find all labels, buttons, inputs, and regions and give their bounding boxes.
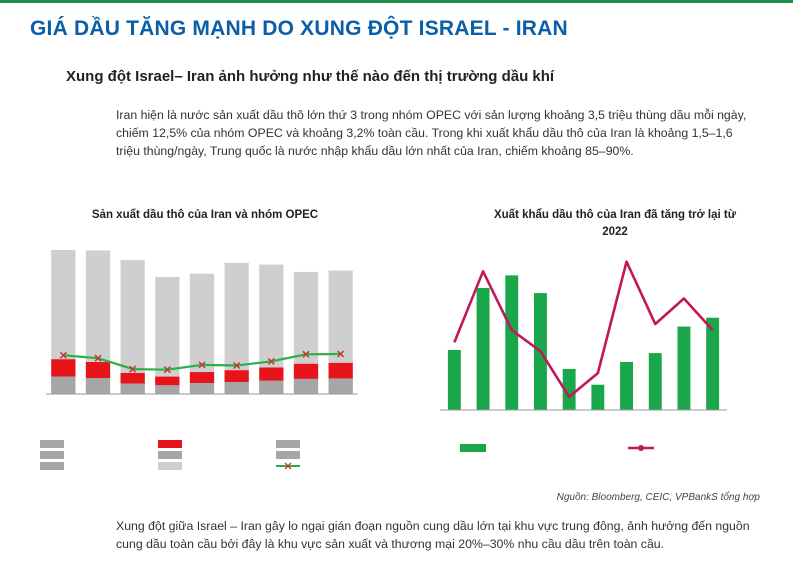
iran-share-marker — [302, 350, 310, 358]
iran-bar — [259, 367, 284, 381]
member-bar — [259, 380, 284, 394]
legend-swatch — [158, 462, 182, 470]
legend-swatch — [276, 440, 300, 448]
export-bar — [648, 353, 662, 410]
export-bar — [677, 326, 691, 410]
chart1-title: Sản xuất dầu thô của Iran và nhóm OPEC — [92, 209, 318, 221]
chart2-title-line2: 2022 — [602, 226, 628, 238]
member-bar — [224, 382, 249, 394]
iran-share-marker — [163, 366, 171, 374]
iran-bar — [155, 376, 180, 386]
member-bar — [189, 383, 215, 394]
section-subtitle: Xung đột Israel– Iran ảnh hưởng như thế … — [66, 68, 555, 85]
growth-line — [453, 260, 714, 399]
source-note: Nguồn: Bloomberg, CEIC, VPBankS tổng hợp — [556, 492, 760, 503]
export-bar — [706, 317, 720, 410]
legend-swatch — [158, 451, 182, 459]
legend-marker-swatch — [284, 462, 292, 470]
iran-opec-production-chart: Sản xuất dầu thô của Iran và nhóm OPEC — [46, 209, 358, 395]
chart2-title-line1: Xuất khẩu dầu thô của Iran đã tăng trở l… — [494, 209, 737, 221]
legend-bar-swatch — [460, 444, 486, 452]
top-accent-line — [0, 0, 793, 3]
legend-swatch — [158, 440, 182, 448]
iran-share-marker — [337, 350, 345, 358]
legend-swatch — [40, 451, 64, 459]
legend-swatch — [276, 451, 300, 459]
iran-bar — [120, 372, 145, 384]
export-bar — [505, 275, 519, 410]
iran-share-marker — [129, 365, 137, 373]
export-bar — [620, 361, 634, 410]
iran-bar — [189, 372, 215, 384]
iran-bar — [51, 359, 76, 377]
iran-bar — [293, 363, 319, 379]
iran-export-chart: Xuất khẩu dầu thô của Iran đã tăng trở l… — [440, 209, 737, 452]
export-bar — [562, 368, 576, 410]
iran-bar — [85, 362, 111, 378]
member-bar — [85, 378, 111, 394]
opec-total-bar — [120, 260, 145, 394]
conclusion-paragraph: Xung đột giữa Israel – Iran gây lo ngại … — [116, 519, 750, 551]
member-bar — [51, 376, 76, 394]
member-bar — [293, 378, 319, 394]
chart1-legend — [40, 440, 300, 470]
member-bar — [155, 385, 180, 394]
opec-total-bar — [155, 276, 180, 394]
iran-share-marker — [198, 361, 206, 369]
iran-share-marker — [233, 361, 241, 370]
legend-swatch — [40, 440, 64, 448]
legend-marker-swatch — [638, 445, 644, 451]
page-title: GIÁ DẦU TĂNG MẠNH DO XUNG ĐỘT ISRAEL - I… — [30, 17, 568, 40]
member-bar — [328, 378, 353, 394]
iran-share-marker — [267, 357, 275, 365]
export-bar — [447, 349, 461, 410]
legend-swatch — [40, 462, 64, 470]
export-bar — [476, 288, 490, 410]
iran-bar — [328, 362, 353, 379]
intro-paragraph: Iran hiện là nước sản xuất dầu thô lớn t… — [116, 108, 747, 158]
iran-share-marker — [59, 351, 67, 359]
chart2-legend — [460, 444, 654, 452]
iran-share-marker — [94, 354, 102, 362]
member-bar — [120, 383, 145, 394]
iran-bar — [224, 370, 249, 383]
export-bar — [591, 384, 605, 410]
